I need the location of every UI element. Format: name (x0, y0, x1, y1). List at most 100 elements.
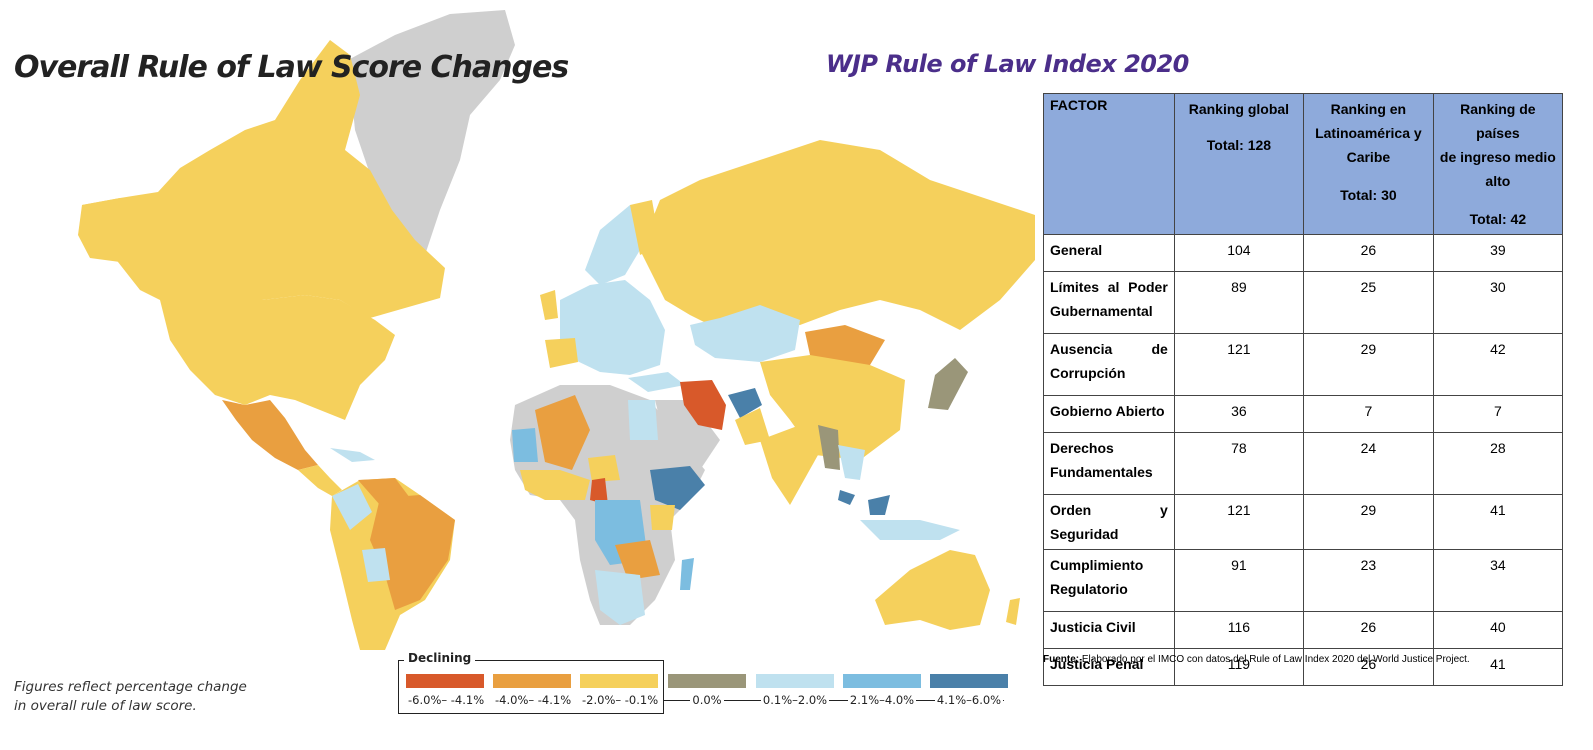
legend-label: -2.0%– -0.1% (580, 693, 661, 707)
global-cell: 116 (1173, 611, 1305, 649)
index-title: WJP Rule of Law Index 2020 (826, 50, 1189, 78)
map-legend: Declining -6.0%– -4.1% -4.0%– -4.1% -2.0… (398, 651, 1018, 714)
legend-item: -6.0%– -4.1% (406, 674, 487, 707)
legend-swatch (493, 674, 571, 688)
legend-swatch (406, 674, 484, 688)
legend-item: -4.0%– -4.1% (493, 674, 574, 707)
source-text: Elaborado por el IMCO con datos del Rule… (1079, 654, 1470, 665)
upper-middle-cell: 30 (1432, 271, 1564, 334)
global-cell: 104 (1173, 234, 1305, 272)
ethiopia-region (650, 466, 705, 510)
col-upper-middle-label: de ingreso medio (1439, 149, 1556, 165)
latam-cell: 26 (1303, 234, 1434, 272)
col-latam-label: Caribe (1346, 149, 1391, 165)
factor-cell: Ausencia de Corrupción (1043, 333, 1175, 396)
global-cell: 121 (1173, 494, 1305, 550)
egypt-region (628, 400, 658, 440)
legend-item: 4.1%–6.0% (930, 674, 1008, 707)
latam-cell: 26 (1303, 648, 1434, 686)
legend-item: -2.0%– -0.1% (580, 674, 661, 707)
indonesia-region (860, 520, 960, 540)
venezuela-region (358, 478, 410, 505)
malaysia-region (838, 490, 890, 515)
china-region (760, 355, 905, 460)
table-row: Gobierno Abierto 36 7 7 (1043, 395, 1564, 433)
factor-cell: Justicia Civil (1043, 611, 1175, 649)
table-row: Cumplimiento Regulatorio 91 23 34 (1043, 549, 1564, 612)
afghanistan-region (728, 388, 762, 418)
legend-swatch (843, 674, 921, 688)
global-cell: 91 (1173, 549, 1305, 612)
factor-cell: Justicia Penal (1043, 648, 1175, 686)
kazakhstan-region (690, 305, 800, 362)
col-global-label: Ranking global (1188, 101, 1290, 117)
source-label: Fuente: (1043, 654, 1080, 665)
iberia-region (545, 338, 578, 368)
west-africa-region (520, 470, 590, 500)
bolivia-region (362, 548, 390, 582)
central-america-region (298, 465, 342, 496)
world-map (78, 10, 1035, 650)
col-latam-label: Ranking en (1330, 101, 1407, 117)
upper-middle-cell: 41 (1432, 494, 1564, 550)
nigeria-region (588, 455, 620, 482)
caribbean-region (330, 448, 375, 462)
alaska-region (78, 198, 132, 262)
russia-region (640, 140, 1035, 330)
latam-cell: 7 (1303, 395, 1434, 433)
legend-label: -4.0%– -4.1% (493, 693, 574, 707)
col-upper-middle-label: alto (1485, 173, 1511, 189)
legend-item: 0.1%–2.0% (756, 674, 834, 707)
scandinavia-region (585, 205, 650, 285)
global-cell: 89 (1173, 271, 1305, 334)
myanmar-region (818, 425, 840, 470)
table-row: Justicia Penal 119 26 41 (1043, 648, 1564, 686)
legend-label: -6.0%– -4.1% (406, 693, 487, 707)
india-region (760, 425, 818, 505)
turkey-region (628, 372, 685, 392)
table-row: Derechos Fundamentales 78 24 28 (1043, 432, 1564, 495)
latam-cell: 29 (1303, 333, 1434, 396)
new-zealand-region (1006, 598, 1020, 625)
col-global: Ranking global Total: 128 (1173, 93, 1305, 235)
legend-swatch (930, 674, 1008, 688)
factor-cell: Gobierno Abierto (1043, 395, 1175, 433)
legend-swatch (580, 674, 658, 688)
table-header-row: FACTOR Ranking global Total: 128 Ranking… (1043, 93, 1564, 235)
col-latam-label: Latinoamérica y (1315, 125, 1422, 141)
latam-cell: 26 (1303, 611, 1434, 649)
madagascar-region (680, 558, 694, 590)
declining-group (398, 660, 664, 714)
cameroon-region (590, 478, 608, 505)
figures-note-line: Figures reflect percentage change (14, 679, 247, 695)
europe-region (560, 280, 665, 375)
col-upper-middle-label: Ranking de países (1460, 101, 1536, 141)
latam-cell: 23 (1303, 549, 1434, 612)
mongolia-region (805, 325, 885, 368)
global-cell: 119 (1173, 648, 1305, 686)
upper-middle-cell: 28 (1432, 432, 1564, 495)
legend-label: 0.0% (690, 693, 724, 707)
upper-middle-cell: 7 (1432, 395, 1564, 433)
canada-region (82, 40, 445, 318)
table-row: Ausencia de Corrupción 121 29 42 (1043, 333, 1564, 396)
uk-region (540, 290, 558, 320)
col-factor: FACTOR (1043, 93, 1175, 235)
latam-cell: 29 (1303, 494, 1434, 550)
upper-middle-cell: 42 (1432, 333, 1564, 396)
upper-middle-cell: 34 (1432, 549, 1564, 612)
upper-middle-cell: 39 (1432, 234, 1564, 272)
legend-label: 0.1%–2.0% (760, 693, 830, 707)
pakistan-region (735, 408, 770, 445)
legend-item: 0.0% (668, 674, 746, 707)
southern-africa-region (595, 570, 645, 625)
global-cell: 36 (1173, 395, 1305, 433)
se-asia-region (838, 445, 865, 480)
factor-cell: Cumplimiento Regulatorio (1043, 549, 1175, 612)
latam-cell: 25 (1303, 271, 1434, 334)
brazil-region (370, 495, 455, 610)
mali-region (535, 395, 590, 470)
figures-note: Figures reflect percentage change in ove… (14, 678, 247, 716)
japan-region (928, 358, 968, 410)
col-latam-total: Total: 30 (1340, 187, 1397, 203)
